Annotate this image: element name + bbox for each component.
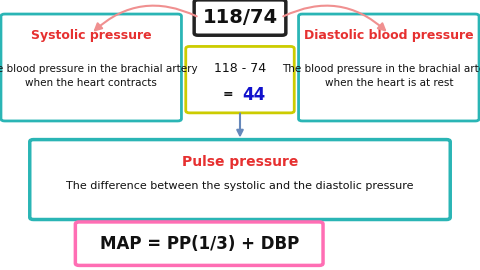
Text: The blood pressure in the brachial artery
when the heart is at rest: The blood pressure in the brachial arter…: [282, 64, 480, 87]
Text: The blood pressure in the brachial artery
when the heart contracts: The blood pressure in the brachial arter…: [0, 64, 198, 87]
FancyBboxPatch shape: [30, 140, 450, 220]
Text: Systolic pressure: Systolic pressure: [31, 29, 152, 42]
FancyBboxPatch shape: [194, 0, 286, 35]
Text: The difference between the systolic and the diastolic pressure: The difference between the systolic and …: [66, 181, 414, 191]
Text: MAP = PP(1/3) + DBP: MAP = PP(1/3) + DBP: [99, 235, 299, 253]
FancyBboxPatch shape: [299, 14, 479, 121]
Text: 118/74: 118/74: [203, 8, 277, 27]
Text: 44: 44: [242, 86, 265, 103]
FancyBboxPatch shape: [186, 46, 294, 113]
Text: Diastolic blood pressure: Diastolic blood pressure: [304, 29, 474, 42]
Text: =: =: [222, 88, 233, 101]
Text: Pulse pressure: Pulse pressure: [182, 155, 298, 169]
Text: 118 - 74: 118 - 74: [214, 62, 266, 75]
FancyBboxPatch shape: [1, 14, 181, 121]
FancyBboxPatch shape: [75, 222, 323, 265]
